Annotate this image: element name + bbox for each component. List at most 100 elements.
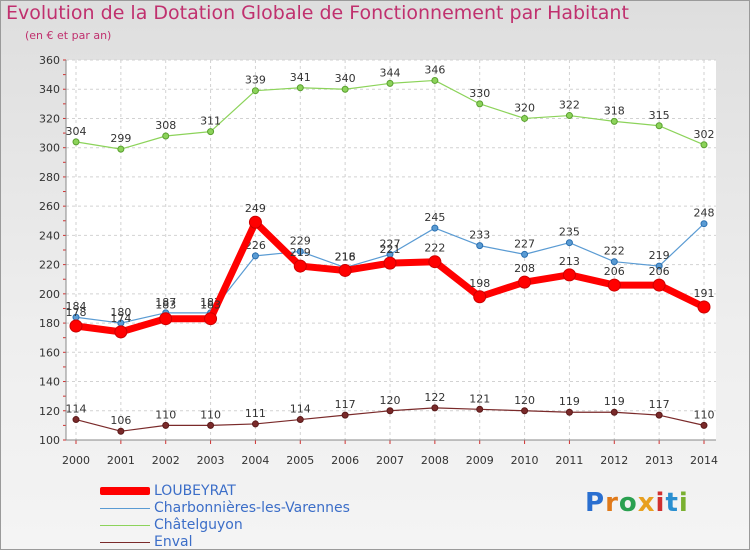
data-point [652, 278, 666, 292]
data-label: 227 [380, 237, 401, 250]
legend-swatch-chatelguyon [100, 525, 150, 526]
x-tick-label: 2001 [107, 454, 135, 467]
legend-label: Charbonnières-les-Varennes [154, 500, 350, 516]
data-label: 119 [604, 395, 625, 408]
data-point [117, 145, 125, 153]
data-point [162, 132, 170, 140]
data-label: 183 [200, 299, 221, 312]
data-point [162, 421, 170, 429]
data-point [117, 427, 125, 435]
data-label: 114 [66, 403, 87, 416]
data-label: 222 [424, 242, 445, 255]
data-label: 106 [110, 414, 131, 427]
data-point [655, 262, 663, 270]
data-point [338, 263, 352, 277]
data-label: 222 [604, 245, 625, 258]
data-point [476, 405, 484, 413]
data-label: 341 [290, 71, 311, 84]
x-tick-label: 2012 [600, 454, 628, 467]
data-point [610, 258, 618, 266]
data-point [72, 138, 80, 146]
data-point [476, 100, 484, 108]
y-tick-label: 100 [39, 434, 60, 447]
data-label: 346 [424, 63, 445, 76]
data-point [159, 312, 173, 326]
data-label: 304 [66, 125, 87, 138]
data-label: 119 [559, 395, 580, 408]
data-point [473, 290, 487, 304]
data-point [431, 404, 439, 412]
data-point [383, 256, 397, 270]
data-label: 117 [335, 398, 356, 411]
data-point [251, 420, 259, 428]
data-label: 183 [155, 299, 176, 312]
data-point [655, 411, 663, 419]
data-point [431, 224, 439, 232]
data-point [697, 300, 711, 314]
x-tick-label: 2003 [197, 454, 225, 467]
x-tick-label: 2014 [690, 454, 718, 467]
data-label: 206 [604, 265, 625, 278]
data-point [562, 268, 576, 282]
chart-subtitle: (en € et par an) [25, 29, 112, 42]
data-label: 226 [245, 239, 266, 252]
chart-title: Evolution de la Dotation Globale de Fonc… [6, 2, 629, 24]
data-label: 233 [469, 229, 490, 242]
data-label: 308 [155, 119, 176, 132]
data-point [700, 421, 708, 429]
data-label: 206 [649, 265, 670, 278]
data-point [114, 325, 128, 339]
data-label: 122 [424, 391, 445, 404]
data-label: 221 [380, 243, 401, 256]
data-label: 302 [694, 128, 715, 141]
data-label: 110 [155, 408, 176, 421]
proxiti-logo: Proxiti [585, 488, 689, 518]
legend-label: Châtelguyon [154, 517, 243, 533]
data-label: 299 [110, 132, 131, 145]
data-point [341, 411, 349, 419]
data-label: 208 [514, 262, 535, 275]
data-label: 198 [469, 277, 490, 290]
data-point [296, 416, 304, 424]
data-point [207, 421, 215, 429]
data-point [655, 122, 663, 130]
y-tick-label: 220 [39, 259, 60, 272]
y-tick-label: 120 [39, 405, 60, 418]
data-point [341, 85, 349, 93]
x-tick-label: 2011 [555, 454, 583, 467]
data-point [204, 312, 218, 326]
data-label: 219 [649, 249, 670, 262]
data-label: 191 [694, 287, 715, 300]
data-label: 114 [290, 403, 311, 416]
data-label: 344 [380, 66, 401, 79]
data-label: 340 [335, 72, 356, 85]
data-point [607, 278, 621, 292]
data-point [476, 242, 484, 250]
data-label: 330 [469, 87, 490, 100]
data-point [386, 407, 394, 415]
x-tick-label: 2000 [62, 454, 90, 467]
data-point [251, 252, 259, 260]
y-tick-label: 360 [39, 54, 60, 67]
x-tick-label: 2009 [466, 454, 494, 467]
data-point [296, 84, 304, 92]
data-label: 187 [155, 296, 176, 309]
data-point [700, 141, 708, 149]
data-label: 110 [694, 408, 715, 421]
y-tick-label: 340 [39, 83, 60, 96]
data-label: 311 [200, 115, 221, 128]
x-tick-label: 2004 [241, 454, 269, 467]
data-point [296, 247, 304, 255]
data-label: 218 [335, 251, 356, 264]
data-label: 184 [66, 300, 87, 313]
data-label: 245 [424, 211, 445, 224]
data-point [386, 79, 394, 87]
y-tick-label: 240 [39, 229, 60, 242]
data-label: 110 [200, 408, 221, 421]
x-tick-label: 2005 [286, 454, 314, 467]
data-point [521, 250, 529, 258]
data-label: 180 [110, 306, 131, 319]
data-point [428, 255, 442, 269]
y-tick-label: 300 [39, 142, 60, 155]
